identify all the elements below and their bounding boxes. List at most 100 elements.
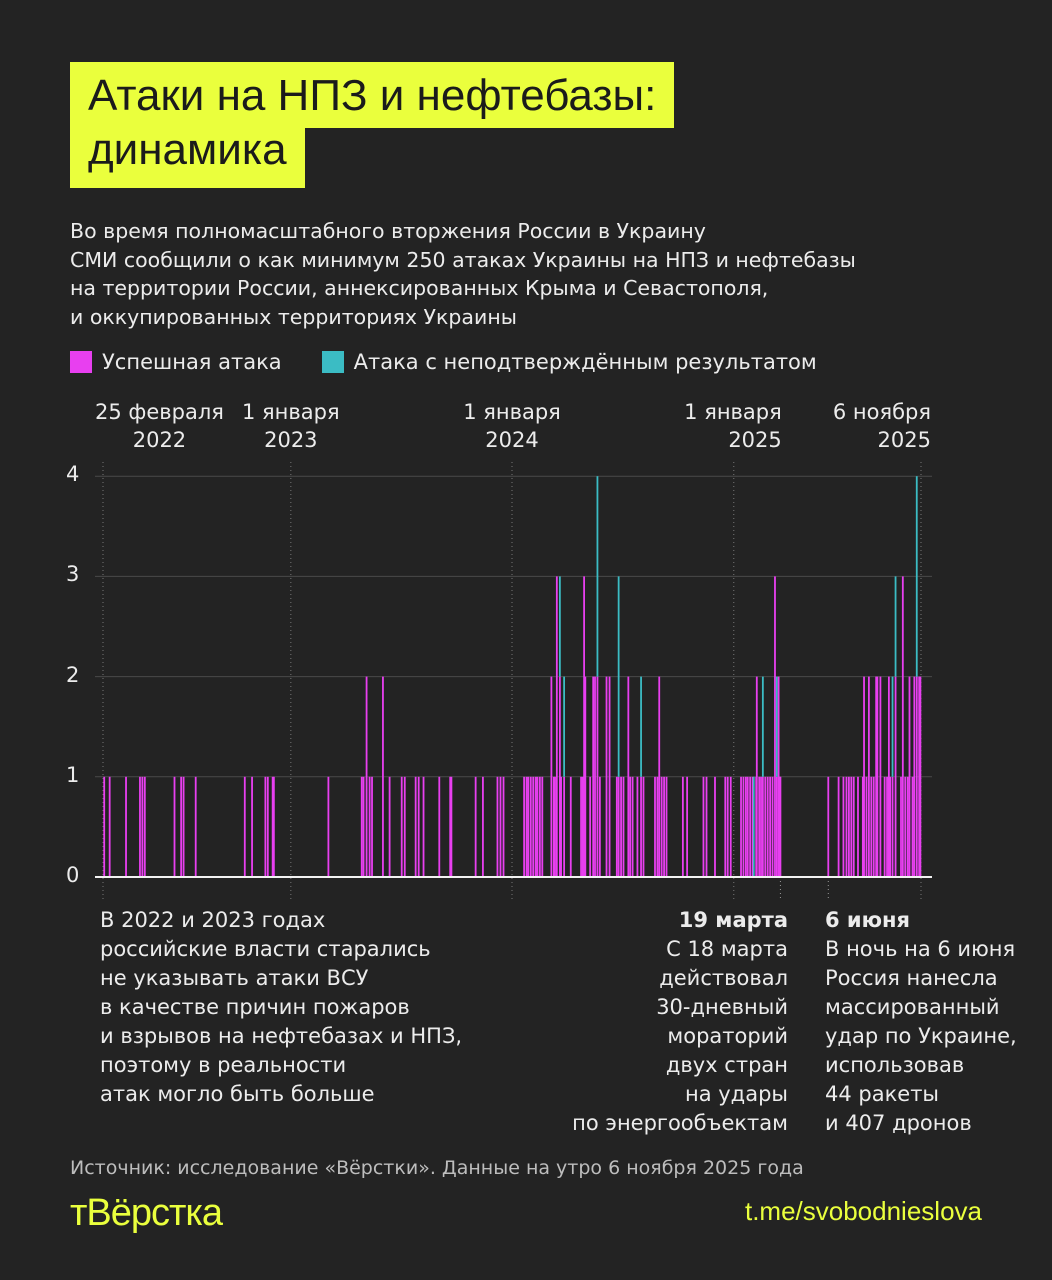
bar-success [583,576,586,877]
tick-line: 2022 [132,428,187,452]
bar-success [779,776,782,877]
bar-success [594,676,596,877]
annotation-title: 6 июня [825,908,911,932]
bar-unconfirmed [894,576,897,677]
bar-success [775,776,778,877]
y-tick-label: 2 [66,662,80,687]
bar-success [108,776,111,877]
annotation-line: 30-дневный [656,995,788,1019]
legend-swatch-unconfirmed [321,351,344,373]
bar-success [103,776,106,877]
bar-success [482,776,484,877]
legend-label: Успешная атака [102,350,282,374]
bar-success [580,776,582,877]
bar-success [761,776,764,877]
bar-unconfirmed [640,676,642,777]
legend: Успешная атака Атака с неподтверждённым … [70,350,817,374]
bar-success [702,776,705,877]
bar-success [365,676,368,877]
bar-success [499,776,502,877]
bar-success [555,576,558,877]
bar-success [450,776,453,877]
tick-line: 1 января [463,400,561,424]
annotation-line: В ночь на 6 июня [825,937,1016,961]
bar-success [726,776,729,877]
legend-item-unconfirmed: Атака с неподтверждённым результатом [321,350,817,374]
bar-success [243,776,246,877]
subtitle-line: на территории России, аннексированных Кр… [70,276,769,300]
bar-success [872,776,875,877]
annotation-line: действовал [659,966,788,990]
bar-success [550,676,553,877]
note-line: поэтому в реальности [100,1053,347,1077]
x-tick-label: 1 января 2025 [674,398,782,454]
bar-success [654,776,656,877]
bar-success [658,676,661,877]
bar-success [272,776,275,877]
bar-success [592,676,595,877]
bar-success [918,676,921,877]
subtitle: Во время полномасштабного вторжения Росс… [70,217,856,331]
bar-success [870,776,873,877]
bar-success [569,776,572,877]
bar-success [563,776,566,877]
bar-success [861,776,864,877]
bar-success [584,676,587,877]
bar-success [327,776,330,877]
title-line-2: динамика [70,128,305,188]
bar-success [371,776,373,877]
bar-success [382,676,384,877]
bar-success [180,776,183,877]
bar-success [660,776,663,877]
source-note: Источник: исследование «Вёрстки». Данные… [70,1157,804,1179]
bar-success [529,776,532,877]
bar-success [901,576,904,877]
bar-success [449,776,452,877]
tick-line: 1 января [242,400,340,424]
bar-success [724,776,727,877]
bar-success [271,776,274,877]
bar-success [705,776,708,877]
bar-success [742,776,745,877]
subtitle-line: и оккупированных территориях Украины [70,304,517,329]
bar-success [863,676,865,877]
bar-success [760,776,762,877]
channel-link[interactable]: t.me/svobodnieslova [744,1196,982,1226]
annotation-line: С 18 марта [666,937,788,961]
note-line: в качестве причин пожаров [100,995,410,1019]
bar-success [422,776,425,877]
bar-success [746,776,749,877]
bar-success [194,776,197,877]
bar-unconfirmed [761,676,764,777]
x-tick-label: 6 ноября 2025 [833,398,931,454]
x-tick-label: 25 февраля 2022 [95,398,224,454]
bar-success [850,776,853,877]
bar-success [360,776,363,877]
note-left: В 2022 и 2023 годах российские власти ст… [100,906,462,1109]
bar-success [182,776,185,877]
bar-success [608,676,611,877]
legend-label: Атака с неподтверждённым результатом [353,350,817,374]
bar-unconfirmed [617,576,620,777]
bar-success [474,776,477,877]
annotation-line: на удары [684,1082,788,1106]
bar-success [755,676,758,877]
bar-success [758,776,761,877]
tick-line: 2024 [485,428,539,452]
annotation-line: по энергообъектам [572,1111,788,1135]
bar-success [251,776,253,877]
bar-success [867,676,870,877]
note-line: не указывать атаки ВСУ [100,966,369,990]
bar-success [636,776,639,877]
bar-success [919,676,922,877]
y-tick-label: 1 [66,762,80,787]
bar-success [538,776,541,877]
bar-success [438,776,441,877]
bar-success [681,776,684,877]
bar-success [714,776,716,877]
bar-success [774,576,776,877]
subtitle-line: Во время полномасштабного вторжения Росс… [70,219,706,243]
annotation-line: мораторий [667,1024,788,1048]
bar-success [913,676,916,877]
